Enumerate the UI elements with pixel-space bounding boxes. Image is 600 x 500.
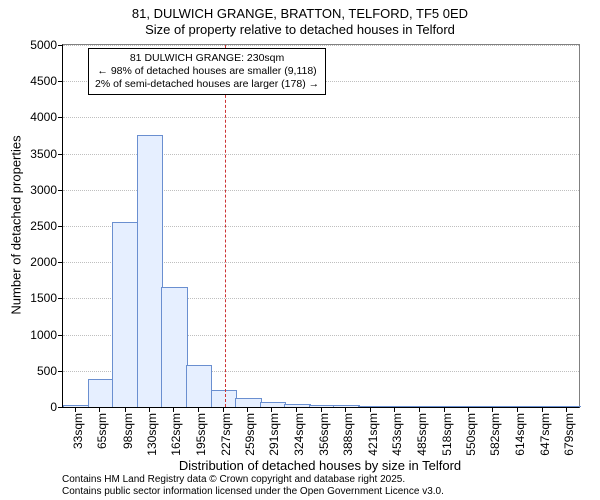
title-sub: Size of property relative to detached ho… <box>0 22 600 38</box>
xtick-mark <box>198 407 199 412</box>
annotation-box: 81 DULWICH GRANGE: 230sqm← 98% of detach… <box>88 48 326 95</box>
xtick-mark <box>173 407 174 412</box>
xtick-label: 227sqm <box>219 413 233 456</box>
xtick-label: 98sqm <box>121 413 135 449</box>
xtick-mark <box>321 407 322 412</box>
title-main: 81, DULWICH GRANGE, BRATTON, TELFORD, TF… <box>0 6 600 22</box>
histogram-bar <box>407 406 434 407</box>
histogram-bar <box>161 287 188 407</box>
xtick-mark <box>345 407 346 412</box>
xtick-mark <box>271 407 272 412</box>
annotation-line: ← 98% of detached houses are smaller (9,… <box>95 65 319 78</box>
title-block: 81, DULWICH GRANGE, BRATTON, TELFORD, TF… <box>0 0 600 39</box>
xtick-label: 259sqm <box>243 413 257 456</box>
ytick-label: 1500 <box>30 291 63 305</box>
xtick-mark <box>149 407 150 412</box>
xtick-mark <box>566 407 567 412</box>
chart-container: 81, DULWICH GRANGE, BRATTON, TELFORD, TF… <box>0 0 600 500</box>
xtick-mark <box>99 407 100 412</box>
ytick-label: 3500 <box>30 147 63 161</box>
histogram-bar <box>137 135 164 407</box>
gridline-h <box>63 117 579 118</box>
xtick-label: 324sqm <box>292 413 306 456</box>
xtick-label: 162sqm <box>169 413 183 456</box>
xtick-label: 679sqm <box>562 413 576 456</box>
xtick-mark <box>370 407 371 412</box>
ytick-label: 1000 <box>30 328 63 342</box>
histogram-bar <box>211 390 238 407</box>
marker-line <box>225 45 226 407</box>
histogram-bar <box>383 406 410 407</box>
xtick-label: 421sqm <box>366 413 380 456</box>
plot-area: 0500100015002000250030003500400045005000… <box>62 44 580 408</box>
ytick-label: 500 <box>37 364 63 378</box>
xtick-mark <box>125 407 126 412</box>
xtick-label: 518sqm <box>440 413 454 456</box>
histogram-bar <box>88 379 115 407</box>
footnote-line2: Contains public sector information licen… <box>62 486 444 498</box>
histogram-bar <box>481 406 508 407</box>
xtick-label: 291sqm <box>267 413 281 456</box>
xtick-label: 453sqm <box>390 413 404 456</box>
xtick-label: 33sqm <box>71 413 85 449</box>
xtick-label: 485sqm <box>415 413 429 456</box>
histogram-bar <box>333 405 360 407</box>
footnote-line1: Contains HM Land Registry data © Crown c… <box>62 474 405 486</box>
gridline-h <box>63 45 579 46</box>
xtick-mark <box>542 407 543 412</box>
xtick-label: 550sqm <box>464 413 478 456</box>
histogram-bar <box>506 406 533 407</box>
histogram-bar <box>432 406 459 407</box>
x-axis-label: Distribution of detached houses by size … <box>179 458 461 473</box>
xtick-label: 647sqm <box>538 413 552 456</box>
annotation-line: 2% of semi-detached houses are larger (1… <box>95 78 319 91</box>
ytick-label: 5000 <box>30 38 63 52</box>
histogram-bar <box>186 365 213 407</box>
xtick-mark <box>223 407 224 412</box>
xtick-mark <box>517 407 518 412</box>
xtick-label: 582sqm <box>488 413 502 456</box>
ytick-label: 3000 <box>30 183 63 197</box>
xtick-label: 388sqm <box>341 413 355 456</box>
histogram-bar <box>530 406 557 407</box>
y-axis-label: Number of detached properties <box>9 135 24 314</box>
xtick-label: 195sqm <box>194 413 208 456</box>
xtick-mark <box>296 407 297 412</box>
xtick-label: 356sqm <box>317 413 331 456</box>
ytick-label: 2500 <box>30 219 63 233</box>
histogram-bar <box>235 398 262 407</box>
xtick-mark <box>492 407 493 412</box>
annotation-line: 81 DULWICH GRANGE: 230sqm <box>95 52 319 65</box>
histogram-bar <box>358 406 385 407</box>
histogram-bar <box>456 406 483 407</box>
ytick-label: 2000 <box>30 255 63 269</box>
histogram-bar <box>63 405 90 407</box>
histogram-bar <box>260 402 287 407</box>
xtick-mark <box>444 407 445 412</box>
histogram-bar <box>309 405 336 407</box>
ytick-label: 4500 <box>30 74 63 88</box>
xtick-label: 614sqm <box>513 413 527 456</box>
ytick-label: 0 <box>50 400 63 414</box>
xtick-label: 130sqm <box>145 413 159 456</box>
xtick-mark <box>75 407 76 412</box>
xtick-mark <box>394 407 395 412</box>
xtick-label: 65sqm <box>95 413 109 449</box>
xtick-mark <box>468 407 469 412</box>
xtick-mark <box>419 407 420 412</box>
xtick-mark <box>247 407 248 412</box>
ytick-label: 4000 <box>30 110 63 124</box>
histogram-bar <box>284 404 311 407</box>
histogram-bar <box>555 406 582 407</box>
histogram-bar <box>112 222 139 407</box>
